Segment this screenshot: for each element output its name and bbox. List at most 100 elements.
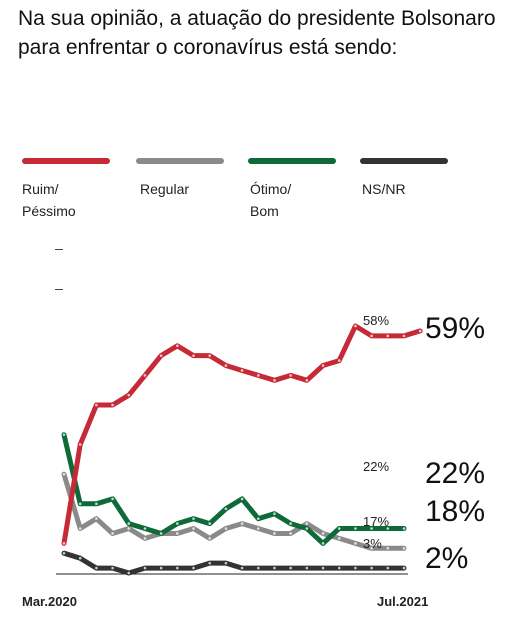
y-tick-dash xyxy=(55,289,63,290)
data-point-regular xyxy=(208,537,212,540)
legend-label-regular: Regular xyxy=(140,181,190,197)
data-point-ruim xyxy=(111,403,114,407)
data-point-otimo xyxy=(256,517,260,520)
data-point-nsnr xyxy=(354,566,357,570)
data-point-ruim xyxy=(127,393,131,397)
data-point-nsnr xyxy=(305,566,309,570)
annotation-otimo: 22% xyxy=(363,459,389,474)
data-point-ruim xyxy=(337,359,341,362)
series-line-nsnr xyxy=(61,550,407,576)
legend-line-ruim xyxy=(22,158,110,164)
data-point-regular xyxy=(321,532,325,535)
data-point-otimo xyxy=(240,497,244,501)
series-line-otimo xyxy=(61,432,407,546)
data-point-ruim xyxy=(289,374,292,377)
series-line-regular xyxy=(61,471,407,551)
data-point-otimo xyxy=(95,502,98,506)
data-point-otimo xyxy=(224,507,228,511)
data-point-otimo xyxy=(402,527,406,530)
data-point-otimo xyxy=(273,512,276,516)
data-point-regular xyxy=(62,472,66,476)
legend-line-nsnr xyxy=(360,158,448,164)
final-value-otimo: 22% xyxy=(425,457,485,490)
data-point-ruim xyxy=(159,354,163,357)
data-point-nsnr xyxy=(321,566,325,570)
data-point-ruim xyxy=(402,334,406,338)
legend-line-regular xyxy=(136,158,224,164)
data-point-otimo xyxy=(337,527,341,530)
data-point-nsnr xyxy=(370,566,373,570)
data-point-nsnr xyxy=(159,566,163,570)
data-point-regular xyxy=(240,522,244,525)
data-point-regular xyxy=(370,547,373,550)
data-point-regular xyxy=(289,532,292,535)
data-point-ruim xyxy=(224,364,228,367)
annotation-ruim: 58% xyxy=(363,313,389,328)
data-point-ruim xyxy=(192,354,195,357)
legend-label-ruim: Ruim/ Péssimo xyxy=(22,181,76,219)
data-point-otimo xyxy=(289,522,292,525)
data-point-otimo xyxy=(62,433,66,436)
data-point-regular xyxy=(192,527,195,530)
data-point-regular xyxy=(127,527,131,530)
data-point-otimo xyxy=(192,517,195,520)
data-point-regular xyxy=(176,532,179,535)
data-point-otimo xyxy=(159,532,163,535)
data-point-ruim xyxy=(208,354,212,357)
data-point-regular xyxy=(111,532,114,535)
data-point-regular xyxy=(273,532,276,535)
data-point-nsnr xyxy=(62,551,66,555)
data-point-ruim xyxy=(78,443,82,446)
legend-line-otimo xyxy=(248,158,336,164)
data-point-regular xyxy=(386,547,390,550)
final-value-nsnr: 2% xyxy=(425,542,468,575)
data-point-ruim xyxy=(273,379,276,382)
data-point-otimo xyxy=(111,497,114,501)
data-point-otimo xyxy=(354,527,357,530)
data-point-otimo xyxy=(208,522,212,525)
data-point-nsnr xyxy=(111,566,114,570)
data-point-nsnr xyxy=(273,566,276,570)
annotation-nsnr: 3% xyxy=(363,536,382,551)
data-point-nsnr xyxy=(337,566,341,570)
data-point-nsnr xyxy=(192,566,195,570)
data-point-regular xyxy=(305,522,309,525)
data-point-ruim xyxy=(354,324,357,328)
data-point-otimo xyxy=(78,502,82,506)
data-point-ruim xyxy=(305,379,309,382)
data-point-ruim xyxy=(370,334,373,338)
data-point-otimo xyxy=(305,527,309,530)
data-point-otimo xyxy=(386,527,390,530)
data-point-regular xyxy=(402,547,406,550)
x-axis-end-label: Jul.2021 xyxy=(377,594,429,609)
data-point-nsnr xyxy=(224,561,228,565)
data-point-ruim xyxy=(256,374,260,377)
x-axis-start-label: Mar.2020 xyxy=(22,594,77,609)
data-point-nsnr xyxy=(386,566,390,570)
data-point-regular xyxy=(224,527,228,530)
data-point-regular xyxy=(143,537,147,540)
chart-title: Na sua opinião, a atuação do presidente … xyxy=(18,7,496,59)
data-point-regular xyxy=(95,517,98,520)
data-point-nsnr xyxy=(402,566,406,570)
data-point-otimo xyxy=(321,542,325,545)
data-point-nsnr xyxy=(289,566,292,570)
data-point-ruim xyxy=(418,329,422,333)
data-point-nsnr xyxy=(208,561,212,565)
data-point-ruim xyxy=(240,369,244,372)
data-point-nsnr xyxy=(176,566,179,570)
data-point-otimo xyxy=(370,527,373,530)
data-point-otimo xyxy=(127,522,131,525)
data-point-regular xyxy=(354,542,357,545)
data-point-nsnr xyxy=(240,566,244,570)
data-point-nsnr xyxy=(256,566,260,570)
data-point-otimo xyxy=(143,527,147,530)
data-point-nsnr xyxy=(78,556,82,560)
annotation-regular: 17% xyxy=(363,514,389,529)
data-point-regular xyxy=(256,527,260,530)
data-point-nsnr xyxy=(95,566,98,570)
final-value-ruim: 59% xyxy=(425,312,485,345)
final-value-regular: 18% xyxy=(425,495,485,528)
data-point-regular xyxy=(78,527,82,530)
